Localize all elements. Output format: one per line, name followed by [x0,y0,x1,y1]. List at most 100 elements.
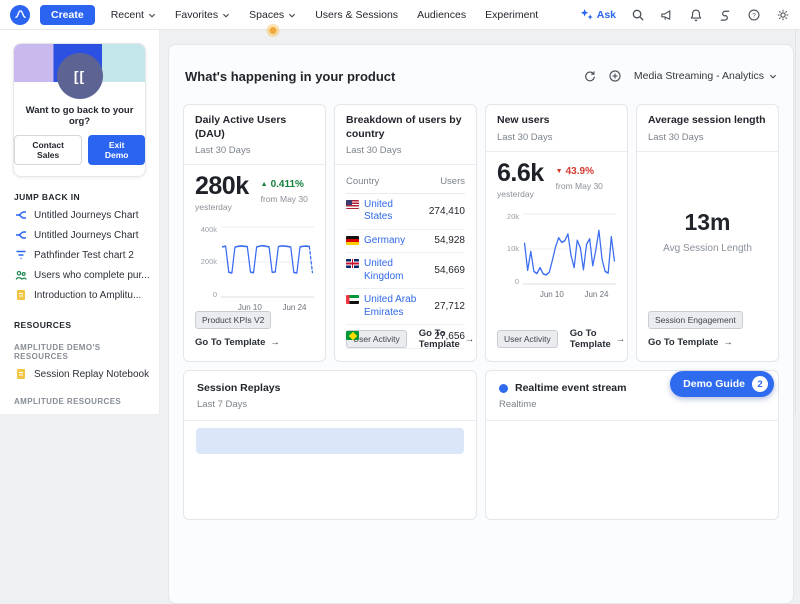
y-tick: 20k [506,211,519,221]
sidebar-item-journeys-chart-1[interactable]: Untitled Journeys Chart [0,205,159,225]
country-link[interactable]: United States [346,199,418,224]
country-link[interactable]: United Arab Emirates [346,294,418,319]
nav-audiences-label: Audiences [417,8,467,21]
jump-back-in-title: JUMP BACK IN [14,192,81,202]
onboarding-beacon[interactable] [266,23,280,37]
search-icon[interactable] [631,8,645,22]
x-tick: Jun 24 [584,289,609,299]
country-name: United Kingdom [364,258,404,282]
home-panel: What's happening in your product Media S… [168,44,794,604]
demo-guide-button[interactable]: Demo Guide 2 [670,371,774,397]
table-row: United States 274,410 [346,194,465,230]
session-replay-row[interactable] [196,428,464,455]
notebook-icon [15,289,27,301]
create-button[interactable]: Create [40,4,95,25]
table-row: United Kingdom 54,669 [346,253,465,290]
exit-demo-button[interactable]: Exit Demo [88,135,145,165]
notebook-icon [15,368,27,380]
ask-ai-button[interactable]: Ask [580,8,616,21]
country-link[interactable]: Germany [346,235,405,248]
x-tick: Jun 10 [539,289,564,299]
sidebar-item-users-cohort[interactable]: Users who complete pur... [0,265,159,285]
y-tick: 0 [514,276,519,286]
help-icon[interactable]: ? [747,8,761,22]
sidebar: [[ Want to go back to your org? Contact … [0,30,160,414]
svg-text:?: ? [752,12,756,19]
session-replays-title: Session Replays [197,382,281,395]
go-to-template-link[interactable]: Go To Template → [195,337,280,348]
megaphone-icon[interactable] [660,8,674,22]
dau-value-caption: yesterday [195,201,232,212]
column-users: Users [440,175,465,187]
sidebar-item-pathfinder-chart[interactable]: Pathfinder Test chart 2 [0,245,159,265]
y-axis: 400k 200k 0 [195,225,217,299]
chevron-down-icon [223,13,230,18]
card-title: Daily Active Users (DAU) [195,114,287,140]
nav-users-sessions[interactable]: Users & Sessions [315,9,398,21]
country-users-value: 54,669 [434,265,465,277]
add-circle-icon[interactable] [608,69,622,83]
chevron-down-icon [148,13,155,18]
contact-sales-button[interactable]: Contact Sales [14,135,83,165]
scrollbar[interactable] [795,30,800,414]
new-users-value: 6.6k [497,158,544,187]
flag-br-icon [346,331,359,341]
nav-experiment[interactable]: Experiment [485,9,538,21]
nav-favorites[interactable]: Favorites [175,9,230,21]
journeys-icon[interactable] [718,8,732,22]
sidebar-item-journeys-chart-2[interactable]: Untitled Journeys Chart [0,225,159,245]
country-link[interactable]: United Kingdom [346,258,418,283]
go-to-template-link[interactable]: Go To Template → [419,328,475,350]
journeys-chart-icon [15,229,27,241]
down-triangle-icon: ▼ [555,167,563,175]
y-tick: 10k [506,244,519,254]
card-subtitle: Last 30 Days [648,131,704,143]
template-badge[interactable]: User Activity [497,330,558,349]
go-to-template-link[interactable]: Go To Template → [570,328,626,350]
promo-banner: [[ [14,44,145,99]
dau-delta-value: 0.411% [270,178,304,190]
amplitude-logo[interactable] [10,4,30,25]
avg-session-value: 13m [684,208,731,235]
sidebar-item-session-replay-notebook[interactable]: Session Replay Notebook [0,364,159,384]
arrow-right-icon: → [270,337,280,349]
nav-recent[interactable]: Recent [111,9,156,21]
notifications-bell-icon[interactable] [689,8,703,22]
new-users-card: New users Last 30 Days 6.6k yesterday ▼ … [485,104,628,363]
main-nav: Recent Favorites Spaces Users & Sessions… [111,8,538,37]
sidebar-item-intro-notebook[interactable]: Introduction to Amplitu... [0,285,159,305]
refresh-icon[interactable] [583,70,596,83]
dau-line-chart[interactable]: 400k 200k 0 Jun 10 Jun 24 [195,225,314,314]
demo-guide-count-badge: 2 [752,376,768,392]
nav-spaces[interactable]: Spaces [249,8,296,37]
go-to-template-label: Go To Template [195,337,266,349]
workspace-selector[interactable]: Media Streaming - Analytics [634,70,777,82]
go-to-template-label: Go To Template [418,328,460,351]
template-badge[interactable]: Product KPIs V2 [195,311,272,330]
avg-session-length-card: Average session length Last 30 Days 13m … [636,104,779,363]
amplitude-wave-icon [14,10,26,18]
card-subtitle: Last 30 Days [195,144,251,156]
new-users-delta: ▼ 43.9% [556,166,603,177]
pathfinder-chart-icon [15,249,27,261]
nav-favorites-label: Favorites [174,8,219,21]
template-badge[interactable]: Session Engagement [648,311,743,330]
dau-delta: ▲ 0.411% [261,179,308,190]
settings-gear-icon[interactable] [776,8,790,22]
x-axis: Jun 10 Jun 24 [221,303,314,314]
card-subtitle: Last 7 Days [197,399,248,411]
new-users-delta-value: 43.9% [565,165,594,177]
sidebar-item-label: Untitled Journeys Chart [34,229,139,241]
ask-label: Ask [596,8,616,21]
flag-de-icon [346,235,359,245]
new-users-line-chart[interactable]: 20k 10k 0 Jun 10 Jun 24 [497,212,616,301]
go-to-template-link[interactable]: Go To Template → [648,337,733,348]
nav-audiences[interactable]: Audiences [417,9,466,21]
nav-spaces-label: Spaces [249,8,285,21]
card-title: Breakdown of users by country [346,114,462,140]
new-users-delta-caption: from May 30 [555,180,603,191]
topbar: Create Recent Favorites Spaces Users & S… [0,0,800,37]
table-row: United Arab Emirates 27,712 [346,289,465,326]
sidebar-item-help-center[interactable]: Help Center [0,409,159,415]
x-tick: Jun 10 [237,302,262,312]
